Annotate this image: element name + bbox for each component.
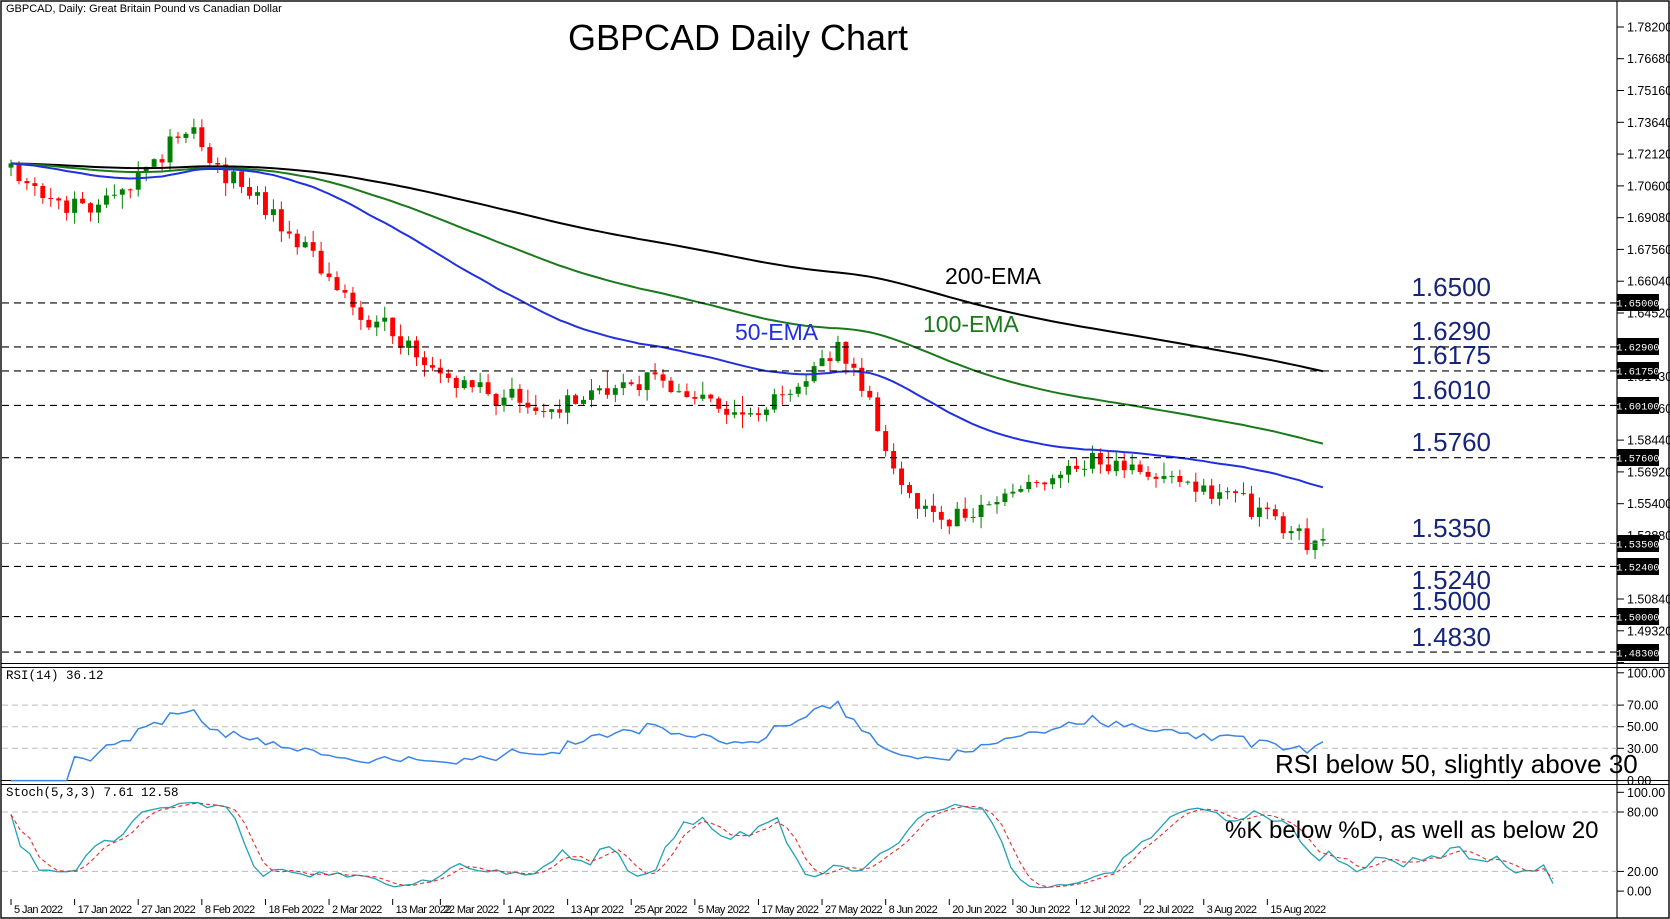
svg-text:200-EMA: 200-EMA [945, 263, 1042, 289]
svg-text:20 Jun 2022: 20 Jun 2022 [952, 904, 1006, 916]
svg-text:17 Jan 2022: 17 Jan 2022 [78, 904, 132, 916]
svg-text:15 Aug 2022: 15 Aug 2022 [1270, 904, 1326, 916]
svg-text:1.66040: 1.66040 [1627, 275, 1670, 289]
svg-text:25 Apr 2022: 25 Apr 2022 [634, 904, 687, 916]
svg-text:1.5350: 1.5350 [1411, 513, 1491, 543]
svg-text:100.00: 100.00 [1627, 666, 1665, 680]
svg-text:1.61750: 1.61750 [1616, 367, 1659, 379]
svg-text:RSI(14) 36.12: RSI(14) 36.12 [6, 669, 104, 683]
svg-text:100.00: 100.00 [1627, 786, 1665, 800]
svg-text:1.78200: 1.78200 [1627, 21, 1670, 35]
svg-text:1.72120: 1.72120 [1627, 148, 1670, 162]
svg-text:5 May 2022: 5 May 2022 [698, 904, 750, 916]
svg-text:1.56920: 1.56920 [1627, 465, 1670, 479]
svg-text:1.75160: 1.75160 [1627, 84, 1670, 98]
svg-text:1.55400: 1.55400 [1627, 497, 1670, 511]
svg-text:GBPCAD, Daily: Great Britain: GBPCAD, Daily: Great Britain Pound vs Ca… [6, 3, 282, 15]
svg-text:0.00: 0.00 [1627, 885, 1651, 899]
svg-text:1.62900: 1.62900 [1616, 343, 1659, 355]
svg-text:100-EMA: 100-EMA [923, 311, 1020, 337]
svg-text:1.57600: 1.57600 [1616, 454, 1659, 466]
svg-text:80.00: 80.00 [1627, 806, 1658, 820]
svg-text:1 Apr 2022: 1 Apr 2022 [507, 904, 555, 916]
svg-text:1.4830: 1.4830 [1411, 622, 1491, 652]
svg-text:1.50000: 1.50000 [1616, 613, 1659, 625]
svg-text:Stoch(5,3,3) 7.61 12.58: Stoch(5,3,3) 7.61 12.58 [6, 786, 179, 800]
svg-text:1.69080: 1.69080 [1627, 211, 1670, 225]
svg-text:3 Aug 2022: 3 Aug 2022 [1207, 904, 1257, 916]
svg-text:50-EMA: 50-EMA [735, 319, 819, 345]
svg-text:27 May 2022: 27 May 2022 [825, 904, 882, 916]
svg-text:70.00: 70.00 [1627, 699, 1658, 713]
svg-text:1.53500: 1.53500 [1616, 540, 1659, 552]
svg-text:1.5760: 1.5760 [1411, 427, 1491, 457]
svg-text:%K below %D, as well as below: %K below %D, as well as below 20 [1225, 817, 1599, 844]
svg-text:1.52400: 1.52400 [1616, 563, 1659, 575]
svg-text:1.65000: 1.65000 [1616, 299, 1659, 311]
svg-text:22 Jul 2022: 22 Jul 2022 [1143, 904, 1194, 916]
svg-text:2 Mar 2022: 2 Mar 2022 [332, 904, 382, 916]
svg-text:1.49320: 1.49320 [1627, 624, 1670, 638]
svg-text:8 Jun 2022: 8 Jun 2022 [889, 904, 938, 916]
svg-text:1.6010: 1.6010 [1411, 375, 1491, 405]
svg-text:18 Feb 2022: 18 Feb 2022 [268, 904, 324, 916]
svg-text:1.5000: 1.5000 [1411, 586, 1491, 616]
svg-text:1.67560: 1.67560 [1627, 243, 1670, 257]
svg-text:20.00: 20.00 [1627, 865, 1658, 879]
svg-text:1.70600: 1.70600 [1627, 179, 1670, 193]
svg-text:50.00: 50.00 [1627, 720, 1658, 734]
svg-text:1.50840: 1.50840 [1627, 593, 1670, 607]
svg-text:8 Feb 2022: 8 Feb 2022 [205, 904, 255, 916]
svg-text:13 Apr 2022: 13 Apr 2022 [571, 904, 624, 916]
svg-text:22 Mar 2022: 22 Mar 2022 [443, 904, 499, 916]
svg-text:RSI below 50, slightly above 3: RSI below 50, slightly above 30 [1275, 749, 1638, 779]
svg-text:1.48300: 1.48300 [1616, 649, 1659, 661]
svg-text:17 May 2022: 17 May 2022 [761, 904, 818, 916]
svg-text:1.60100: 1.60100 [1616, 402, 1659, 414]
svg-text:GBPCAD Daily Chart: GBPCAD Daily Chart [568, 17, 908, 58]
svg-text:1.58440: 1.58440 [1627, 434, 1670, 448]
svg-text:27 Jan 2022: 27 Jan 2022 [141, 904, 195, 916]
svg-text:30 Jun 2022: 30 Jun 2022 [1016, 904, 1070, 916]
svg-text:1.73640: 1.73640 [1627, 116, 1670, 130]
svg-text:1.76680: 1.76680 [1627, 52, 1670, 66]
svg-text:1.6500: 1.6500 [1411, 272, 1491, 302]
svg-text:12 Jul 2022: 12 Jul 2022 [1080, 904, 1131, 916]
svg-text:1.6175: 1.6175 [1411, 340, 1491, 370]
svg-text:5 Jan 2022: 5 Jan 2022 [14, 904, 63, 916]
